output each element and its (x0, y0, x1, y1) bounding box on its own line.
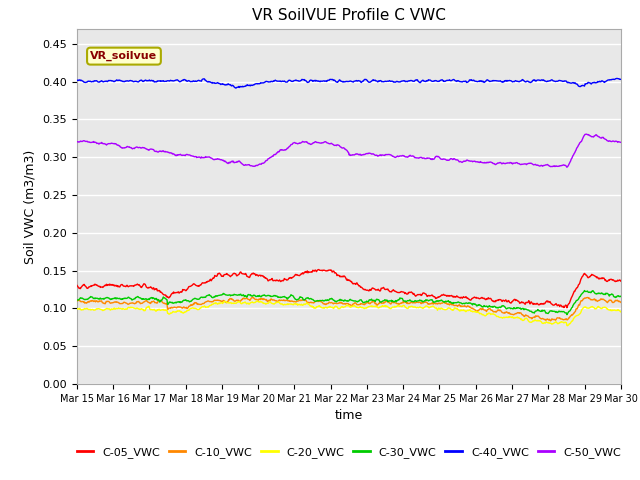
C-10_VWC (305, 300, 313, 306)
C-05_VWC (305, 269, 313, 275)
C-50_VWC (214, 156, 222, 162)
C-30_VWC (563, 312, 571, 318)
C-10_VWC (132, 300, 140, 306)
C-20_VWC (483, 311, 491, 316)
C-50_VWC (617, 140, 625, 145)
C-40_VWC (232, 85, 240, 91)
C-40_VWC (617, 76, 625, 82)
Text: VR_soilvue: VR_soilvue (90, 51, 157, 61)
C-30_VWC (132, 295, 140, 300)
C-20_VWC (214, 300, 222, 306)
Legend: C-05_VWC, C-10_VWC, C-20_VWC, C-30_VWC, C-40_VWC, C-50_VWC: C-05_VWC, C-10_VWC, C-20_VWC, C-30_VWC, … (72, 443, 625, 463)
C-50_VWC (543, 162, 550, 168)
C-10_VWC (214, 298, 222, 303)
C-20_VWC (306, 303, 314, 309)
C-05_VWC (617, 278, 625, 284)
C-30_VWC (305, 296, 313, 302)
C-10_VWC (547, 318, 554, 324)
Line: C-40_VWC: C-40_VWC (77, 78, 621, 88)
C-40_VWC (543, 79, 551, 84)
C-40_VWC (613, 75, 621, 81)
C-20_VWC (543, 319, 551, 325)
C-20_VWC (73, 306, 81, 312)
C-50_VWC (563, 164, 571, 170)
C-50_VWC (460, 158, 468, 164)
C-05_VWC (315, 267, 323, 273)
X-axis label: time: time (335, 409, 363, 422)
C-20_VWC (253, 298, 260, 304)
C-30_VWC (483, 303, 490, 309)
Y-axis label: Soil VWC (m3/m3): Soil VWC (m3/m3) (24, 149, 36, 264)
C-05_VWC (214, 271, 222, 276)
C-30_VWC (460, 300, 468, 306)
C-50_VWC (483, 160, 490, 166)
C-20_VWC (564, 323, 572, 329)
Line: C-20_VWC: C-20_VWC (77, 301, 621, 326)
C-30_VWC (543, 310, 550, 316)
Line: C-05_VWC: C-05_VWC (77, 270, 621, 308)
C-50_VWC (582, 131, 590, 137)
C-10_VWC (617, 300, 625, 305)
Line: C-30_VWC: C-30_VWC (77, 290, 621, 315)
C-05_VWC (461, 295, 468, 300)
C-05_VWC (543, 298, 551, 304)
C-30_VWC (214, 293, 222, 299)
Line: C-50_VWC: C-50_VWC (77, 134, 621, 167)
C-50_VWC (305, 141, 313, 146)
C-50_VWC (73, 139, 81, 144)
C-40_VWC (132, 78, 140, 84)
C-30_VWC (617, 294, 625, 300)
C-05_VWC (73, 282, 81, 288)
C-05_VWC (132, 282, 140, 288)
C-10_VWC (543, 317, 550, 323)
C-05_VWC (483, 296, 491, 302)
C-10_VWC (460, 303, 468, 309)
C-10_VWC (584, 295, 591, 300)
C-30_VWC (580, 288, 588, 293)
C-40_VWC (214, 81, 222, 86)
C-10_VWC (483, 309, 490, 314)
C-20_VWC (132, 306, 140, 312)
Title: VR SoilVUE Profile C VWC: VR SoilVUE Profile C VWC (252, 9, 445, 24)
C-05_VWC (563, 305, 571, 311)
C-40_VWC (73, 78, 81, 84)
C-20_VWC (617, 309, 625, 315)
Line: C-10_VWC: C-10_VWC (77, 298, 621, 321)
C-40_VWC (461, 79, 468, 84)
C-30_VWC (73, 297, 81, 303)
C-20_VWC (461, 308, 468, 313)
C-40_VWC (306, 78, 314, 84)
C-50_VWC (132, 144, 140, 150)
C-10_VWC (73, 298, 81, 304)
C-40_VWC (483, 77, 491, 83)
